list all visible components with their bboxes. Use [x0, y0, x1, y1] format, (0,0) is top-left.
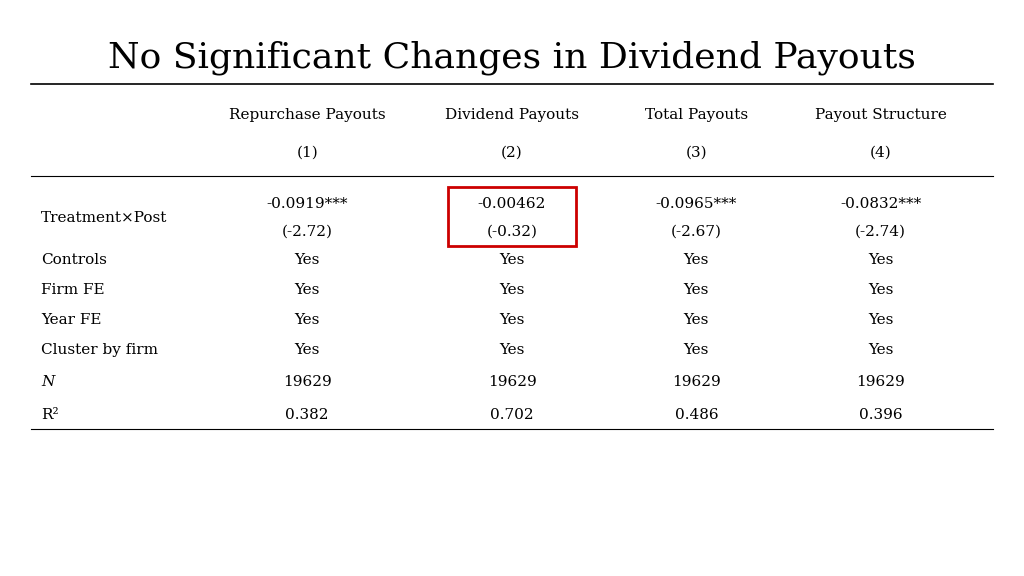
- Text: (3): (3): [685, 146, 708, 160]
- Text: Yes: Yes: [868, 313, 893, 327]
- Text: 0.486: 0.486: [675, 408, 718, 422]
- Text: (4): (4): [869, 146, 892, 160]
- Text: Controls: Controls: [41, 253, 106, 267]
- Text: 0.702: 0.702: [490, 408, 534, 422]
- Text: 0.382: 0.382: [286, 408, 329, 422]
- Text: Yes: Yes: [295, 313, 319, 327]
- Text: Yes: Yes: [684, 283, 709, 297]
- Text: (-2.67): (-2.67): [671, 225, 722, 238]
- Text: -0.0919***: -0.0919***: [266, 198, 348, 211]
- Text: -0.0965***: -0.0965***: [655, 198, 737, 211]
- Text: Yes: Yes: [868, 283, 893, 297]
- Text: R²: R²: [41, 408, 58, 422]
- Text: Payout Structure: Payout Structure: [815, 108, 946, 122]
- Text: Yes: Yes: [295, 343, 319, 357]
- Text: Total Payouts: Total Payouts: [645, 108, 748, 122]
- Text: (-2.72): (-2.72): [282, 225, 333, 238]
- Text: (-2.74): (-2.74): [855, 225, 906, 238]
- Text: Treatment×Post: Treatment×Post: [41, 211, 167, 225]
- Text: 19629: 19629: [487, 376, 537, 389]
- Text: -0.00462: -0.00462: [478, 198, 546, 211]
- Text: Yes: Yes: [684, 343, 709, 357]
- Text: Yes: Yes: [500, 343, 524, 357]
- Text: Repurchase Payouts: Repurchase Payouts: [229, 108, 385, 122]
- Text: (2): (2): [501, 146, 523, 160]
- Text: Yes: Yes: [684, 313, 709, 327]
- Text: (-0.32): (-0.32): [486, 225, 538, 238]
- Text: Yes: Yes: [295, 283, 319, 297]
- Text: 19629: 19629: [856, 376, 905, 389]
- Text: -0.0832***: -0.0832***: [840, 198, 922, 211]
- Text: N: N: [41, 376, 54, 389]
- Text: Cluster by firm: Cluster by firm: [41, 343, 158, 357]
- Text: Yes: Yes: [868, 253, 893, 267]
- Text: Yes: Yes: [500, 283, 524, 297]
- Text: (1): (1): [296, 146, 318, 160]
- Text: No Significant Changes in Dividend Payouts: No Significant Changes in Dividend Payou…: [109, 40, 915, 75]
- Text: 19629: 19629: [283, 376, 332, 389]
- Text: Yes: Yes: [295, 253, 319, 267]
- Text: Yes: Yes: [500, 253, 524, 267]
- Text: 0.396: 0.396: [859, 408, 902, 422]
- Text: Year FE: Year FE: [41, 313, 101, 327]
- Text: Yes: Yes: [684, 253, 709, 267]
- Text: Firm FE: Firm FE: [41, 283, 104, 297]
- Text: Dividend Payouts: Dividend Payouts: [445, 108, 579, 122]
- Text: Yes: Yes: [500, 313, 524, 327]
- Text: Yes: Yes: [868, 343, 893, 357]
- Text: 19629: 19629: [672, 376, 721, 389]
